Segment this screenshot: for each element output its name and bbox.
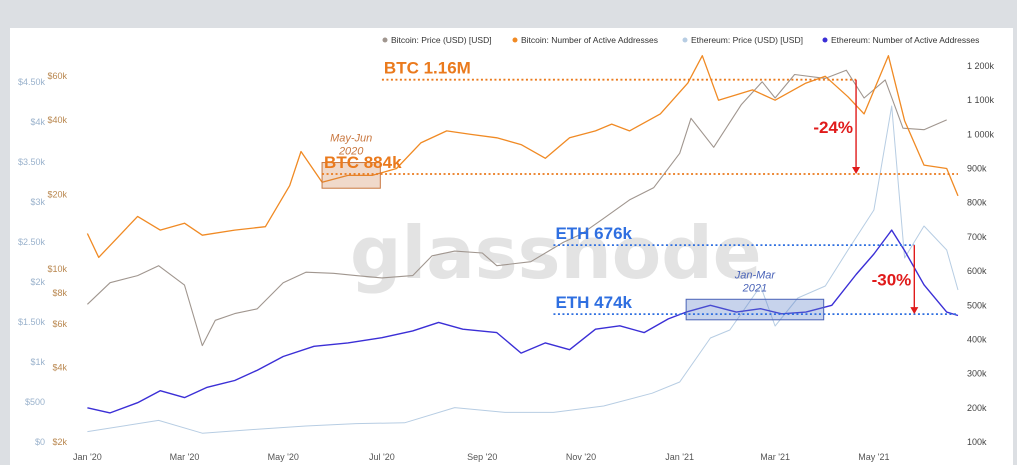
eth-price-line — [87, 105, 959, 434]
legend-entry: Ethereum: Price (USD) [USD] — [691, 35, 803, 45]
legend-entry: Bitcoin: Number of Active Addresses — [521, 35, 658, 45]
eth-price-axis-tick-label: $1k — [30, 357, 45, 367]
btc-price-line — [87, 69, 947, 347]
x-tick-label: Mar '21 — [760, 452, 790, 462]
legend-marker — [382, 37, 388, 43]
x-tick-label: May '20 — [268, 452, 299, 462]
eth-price-axis-tick-label: $2.50k — [18, 237, 46, 247]
right-axis-tick-label: 500k — [967, 300, 987, 310]
eth-drop-label: -30% — [872, 271, 912, 290]
btc-period-label-line2: 2020 — [338, 146, 364, 158]
right-axis-tick-label: 300k — [967, 369, 987, 379]
eth-price-axis-tick-label: $1.50k — [18, 317, 46, 327]
right-axis-tick-label: 100k — [967, 437, 987, 447]
eth-price-axis-tick-label: $3.50k — [18, 157, 46, 167]
legend-entry: Bitcoin: Price (USD) [USD] — [391, 35, 492, 45]
chart-title — [10, 4, 610, 20]
btc-price-axis-tick-label: $60k — [47, 71, 67, 81]
legend-marker — [512, 37, 518, 43]
x-tick-label: Jul '20 — [369, 452, 395, 462]
eth-price-axis-tick-label: $500 — [25, 397, 45, 407]
btc-drop-arrow-head — [852, 167, 861, 175]
btc-price-axis-tick-label: $10k — [47, 264, 67, 274]
right-axis-tick-label: 600k — [967, 266, 987, 276]
right-axis-tick-label: 900k — [967, 164, 987, 174]
eth-low-label: ETH 474k — [555, 293, 632, 312]
btc-price-axis-tick-label: $2k — [52, 437, 67, 447]
x-tick-label: Nov '20 — [566, 452, 596, 462]
eth-price-axis-tick-label: $3k — [30, 197, 45, 207]
right-axis-tick-label: 1 200k — [967, 61, 995, 71]
x-tick-label: Jan '21 — [665, 452, 694, 462]
btc-price-axis-tick-label: $4k — [52, 362, 67, 372]
eth-addresses-line — [87, 229, 959, 414]
legend-marker — [682, 37, 688, 43]
eth-price-axis-tick-label: $0 — [35, 437, 45, 447]
eth-period-box — [685, 298, 825, 321]
right-axis-tick-label: 700k — [967, 232, 987, 242]
right-axis-tick-label: 1 100k — [967, 95, 995, 105]
x-tick-label: May '21 — [858, 452, 889, 462]
btc-drop-label: -24% — [813, 118, 853, 137]
eth-drop-arrow-head — [910, 307, 919, 315]
btc-low-label: BTC 884k — [324, 153, 402, 172]
eth-period-label-line2: 2021 — [742, 282, 767, 294]
eth-high-label: ETH 676k — [555, 224, 632, 243]
chart-svg: glassnode Jan '20 Mar '20 May '20 Jul '20 Sep… — [18, 35, 995, 462]
right-axis-tick-label: 400k — [967, 334, 987, 344]
btc-addresses-line — [86, 55, 959, 259]
x-tick-label: Sep '20 — [467, 452, 497, 462]
btc-price-axis-tick-label: $40k — [47, 115, 67, 125]
x-tick-label: Jan '20 — [73, 452, 102, 462]
eth-price-axis-tick-label: $4k — [30, 117, 45, 127]
btc-price-axis-tick-label: $6k — [52, 319, 67, 329]
eth-price-axis-tick-label: $2k — [30, 277, 45, 287]
right-axis-tick-label: 1 000k — [967, 129, 995, 139]
btc-high-label: BTC 1.16M — [384, 59, 471, 78]
watermark-text: glassnode — [350, 211, 762, 295]
x-tick-label: Mar '20 — [170, 452, 200, 462]
legend-marker — [822, 37, 828, 43]
right-axis-tick-label: 200k — [967, 403, 987, 413]
btc-price-axis-tick-label: $20k — [47, 189, 67, 199]
legend-entry: Ethereum: Number of Active Addresses — [831, 35, 979, 45]
eth-price-axis-tick-label: $4.50k — [18, 77, 46, 87]
chart-panel: glassnode Jan '20 Mar '20 May '20 Jul '20 Sep… — [10, 28, 1013, 465]
btc-period-box — [321, 162, 381, 189]
eth-period-label-line1: Jan-Mar — [734, 269, 777, 281]
right-axis-tick-label: 800k — [967, 198, 987, 208]
btc-period-label-line1: May-Jun — [330, 133, 372, 145]
btc-price-axis-tick-label: $8k — [52, 288, 67, 298]
